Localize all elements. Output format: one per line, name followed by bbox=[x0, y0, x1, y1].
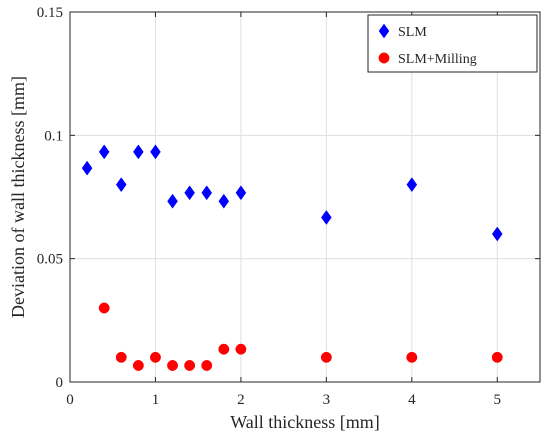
slm-milling-point bbox=[150, 351, 161, 363]
y-tick-label: 0.15 bbox=[37, 5, 63, 21]
slm-milling-point bbox=[201, 360, 213, 371]
data-series bbox=[81, 144, 503, 371]
y-tick-label: 0.05 bbox=[37, 252, 63, 268]
slm-point bbox=[184, 185, 195, 201]
slm-point bbox=[150, 144, 161, 160]
series-slm-milling bbox=[98, 302, 503, 371]
slm-milling-point bbox=[406, 351, 418, 363]
slm-milling-point bbox=[98, 302, 110, 314]
y-tick-label: 0.1 bbox=[44, 128, 63, 144]
slm-milling-point bbox=[218, 343, 230, 355]
legend-label-slm: SLM bbox=[398, 25, 427, 40]
slm-point bbox=[218, 193, 230, 209]
axes bbox=[69, 11, 541, 383]
slm-milling-point bbox=[184, 360, 196, 371]
x-tick-label: 5 bbox=[494, 392, 502, 408]
series-slm bbox=[81, 144, 503, 242]
legend-label-slm-milling: SLM+Milling bbox=[398, 52, 477, 67]
slm-milling-point bbox=[132, 360, 144, 371]
y-tick-labels: 0 0.05 0.1 0.15 bbox=[37, 5, 63, 391]
legend: SLM SLM+Milling bbox=[367, 14, 538, 73]
legend-marker-slm-milling bbox=[378, 52, 390, 64]
slm-milling-point bbox=[167, 360, 178, 371]
slm-point bbox=[491, 226, 503, 242]
slm-point bbox=[167, 193, 178, 209]
legend-box bbox=[367, 14, 538, 73]
axes-box bbox=[69, 11, 541, 383]
slm-point bbox=[98, 144, 110, 160]
plot-area bbox=[70, 12, 540, 382]
x-axis-label: Wall thickness [mm] bbox=[230, 412, 380, 432]
slm-point bbox=[235, 185, 247, 201]
slm-milling-point bbox=[491, 351, 503, 363]
y-tick-label: 0 bbox=[56, 375, 64, 391]
slm-point bbox=[81, 160, 93, 176]
slm-milling-point bbox=[235, 343, 247, 355]
legend-marker-slm bbox=[378, 23, 390, 39]
slm-point bbox=[406, 177, 418, 193]
x-tick-labels: 0 1 2 3 4 5 bbox=[66, 392, 501, 408]
x-tick-label: 0 bbox=[66, 392, 74, 408]
x-tick-label: 3 bbox=[323, 392, 331, 408]
y-axis-label: Deviation of wall thickness [mm] bbox=[8, 76, 28, 318]
x-tick-label: 4 bbox=[408, 392, 416, 408]
slm-point bbox=[201, 185, 213, 201]
legend-markers bbox=[378, 23, 390, 64]
x-tick-label: 2 bbox=[237, 392, 245, 408]
slm-milling-point bbox=[320, 351, 332, 363]
slm-point bbox=[133, 144, 144, 160]
slm-point bbox=[321, 210, 332, 225]
slm-milling-point bbox=[115, 351, 127, 363]
x-tick-label: 1 bbox=[152, 392, 160, 408]
slm-point bbox=[115, 177, 127, 193]
